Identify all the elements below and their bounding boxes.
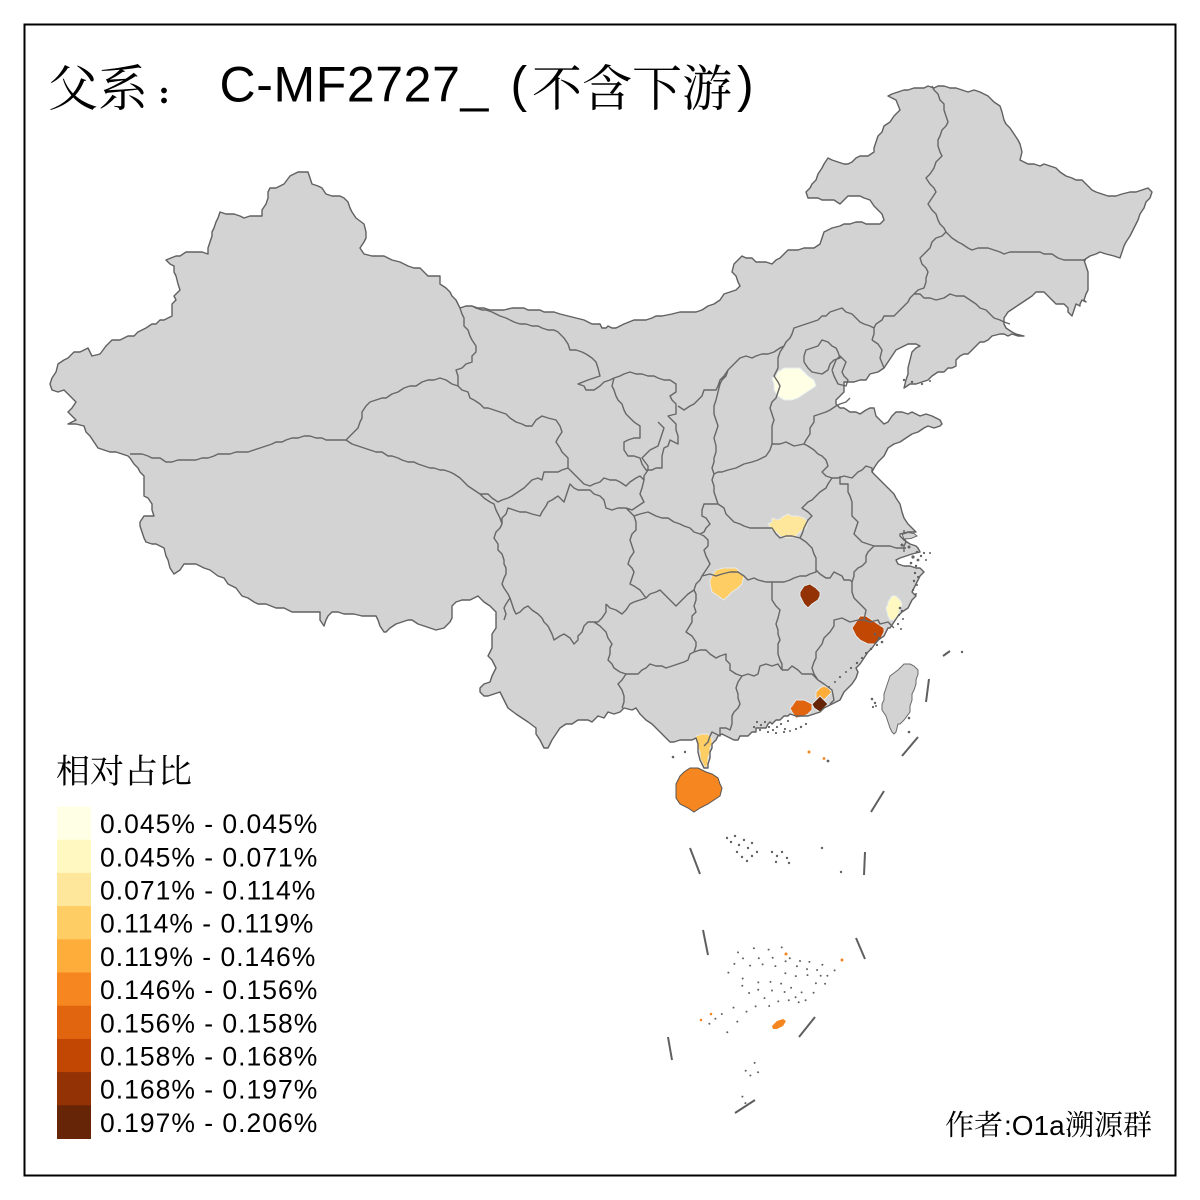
svg-text:): ) [737, 57, 754, 113]
svg-text:0.114% - 0.119%: 0.114% - 0.119% [100, 909, 314, 939]
svg-text:0.071% - 0.114%: 0.071% - 0.114% [100, 876, 316, 906]
svg-text:0.045% - 0.045%: 0.045% - 0.045% [100, 809, 318, 839]
svg-text:0.156% - 0.158%: 0.156% - 0.158% [100, 1008, 318, 1038]
svg-text:0.146% - 0.156%: 0.146% - 0.156% [100, 975, 318, 1005]
svg-text:C-MF2727_: C-MF2727_ [220, 57, 490, 113]
svg-text:0.045% - 0.071%: 0.045% - 0.071% [100, 842, 318, 872]
svg-text:0.168% - 0.197%: 0.168% - 0.197% [100, 1075, 318, 1105]
svg-text::O1a: :O1a [1004, 1110, 1065, 1141]
svg-text:0.197% - 0.206%: 0.197% - 0.206% [100, 1108, 318, 1138]
svg-text:(: ( [511, 57, 528, 113]
svg-text:0.119% - 0.146%: 0.119% - 0.146% [100, 942, 316, 972]
svg-text:0.158% - 0.168%: 0.158% - 0.168% [100, 1042, 318, 1072]
